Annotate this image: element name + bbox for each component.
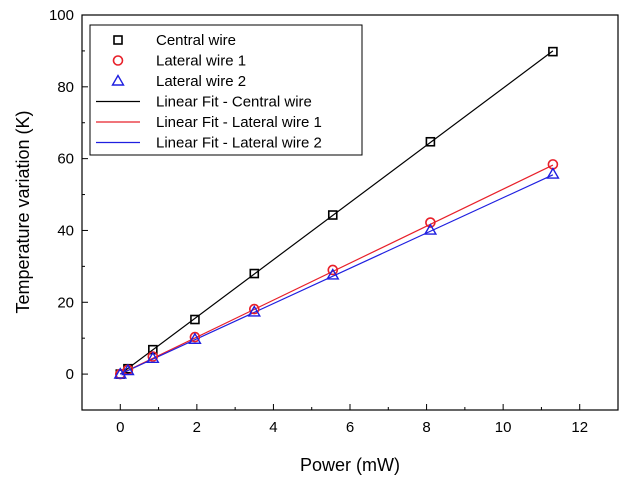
data-points xyxy=(113,46,560,380)
x-tick-label: 4 xyxy=(269,419,277,436)
data-point xyxy=(425,217,436,228)
legend-box xyxy=(89,24,363,156)
legend: Central wire Lateral wire 1 Lateral wire 2… xyxy=(96,32,322,152)
x-tick-label: 12 xyxy=(571,419,588,436)
legend-label: Linear Fit - Central wire xyxy=(156,94,312,111)
y-axis-title: Temperature variation (K) xyxy=(13,110,33,313)
data-point xyxy=(121,363,135,376)
data-point xyxy=(425,136,436,147)
x-tick-label: 10 xyxy=(495,419,512,436)
y-tick-label: 80 xyxy=(57,79,74,96)
y-tick-label: 40 xyxy=(57,222,74,239)
y-tick-label: 60 xyxy=(57,151,74,168)
y-tick-label: 20 xyxy=(57,294,74,311)
legend-marker xyxy=(111,74,125,86)
data-point xyxy=(326,268,340,280)
data-point xyxy=(249,268,260,279)
data-point xyxy=(327,210,338,220)
y-tick-label: 0 xyxy=(66,366,74,383)
x-tick-label: 8 xyxy=(422,419,430,436)
data-point xyxy=(423,223,438,235)
data-point xyxy=(247,305,261,317)
y-tick-label: 100 xyxy=(49,7,74,24)
x-axis-title: Power (mW) xyxy=(300,455,400,475)
legend-label: Lateral wire 1 xyxy=(156,53,246,70)
data-point xyxy=(548,46,558,57)
data-point xyxy=(327,264,339,276)
data-point xyxy=(146,351,160,363)
data-point xyxy=(188,332,202,344)
x-tick-label: 0 xyxy=(116,419,124,436)
data-point xyxy=(190,314,200,325)
data-point xyxy=(546,167,560,179)
x-tick-label: 6 xyxy=(346,419,354,436)
legend-label: Central wire xyxy=(156,32,236,49)
axis-ticks: 0 2 4 6 8 10 12 0 20 40 60 80 100 xyxy=(49,7,619,436)
legend-marker xyxy=(113,35,123,45)
legend-marker xyxy=(112,55,124,66)
legend-label: Linear Fit - Lateral wire 2 xyxy=(156,135,322,152)
x-tick-label: 2 xyxy=(193,419,201,436)
legend-label: Lateral wire 2 xyxy=(156,73,246,90)
fit-line xyxy=(120,174,554,375)
data-point xyxy=(248,303,260,315)
legend-label: Linear Fit - Lateral wire 1 xyxy=(156,114,322,131)
